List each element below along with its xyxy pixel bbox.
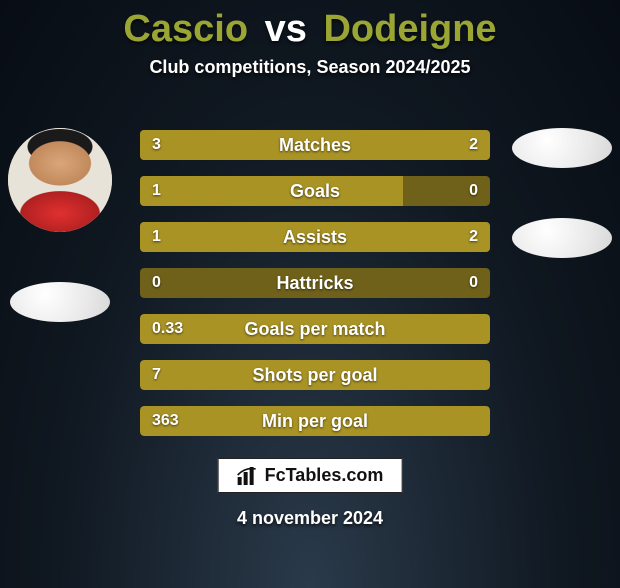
generation-date: 4 november 2024 bbox=[0, 508, 620, 529]
stat-label: Assists bbox=[140, 222, 490, 252]
stat-bars: 32Matches 10Goals 12Assists 00Hattricks 0.33… bbox=[140, 130, 490, 452]
comparison-title: Cascio vs Dodeigne bbox=[0, 8, 620, 51]
stat-label: Goals per match bbox=[140, 314, 490, 344]
player-left-col bbox=[8, 128, 112, 322]
player2-avatar bbox=[512, 218, 612, 258]
subtitle: Club competitions, Season 2024/2025 bbox=[0, 57, 620, 78]
stat-row: 00Hattricks bbox=[140, 268, 490, 298]
player1-club-badge bbox=[10, 282, 110, 322]
title-vs: vs bbox=[265, 8, 307, 50]
player2-club-badge bbox=[512, 128, 612, 168]
fctables-logo: FcTables.com bbox=[218, 458, 403, 493]
player-right-col bbox=[512, 128, 612, 258]
bar-chart-icon bbox=[237, 466, 259, 486]
stat-label: Shots per goal bbox=[140, 360, 490, 390]
logo-text: FcTables.com bbox=[265, 465, 384, 486]
stat-row: 12Assists bbox=[140, 222, 490, 252]
stat-label: Goals bbox=[140, 176, 490, 206]
player1-avatar bbox=[8, 128, 112, 232]
title-player2: Dodeigne bbox=[323, 8, 496, 50]
stat-label: Hattricks bbox=[140, 268, 490, 298]
stat-row: 0.33Goals per match bbox=[140, 314, 490, 344]
stat-label: Matches bbox=[140, 130, 490, 160]
stat-row: 363Min per goal bbox=[140, 406, 490, 436]
title-player1: Cascio bbox=[123, 8, 248, 50]
stat-row: 7Shots per goal bbox=[140, 360, 490, 390]
stat-row: 32Matches bbox=[140, 130, 490, 160]
stat-row: 10Goals bbox=[140, 176, 490, 206]
stat-label: Min per goal bbox=[140, 406, 490, 436]
